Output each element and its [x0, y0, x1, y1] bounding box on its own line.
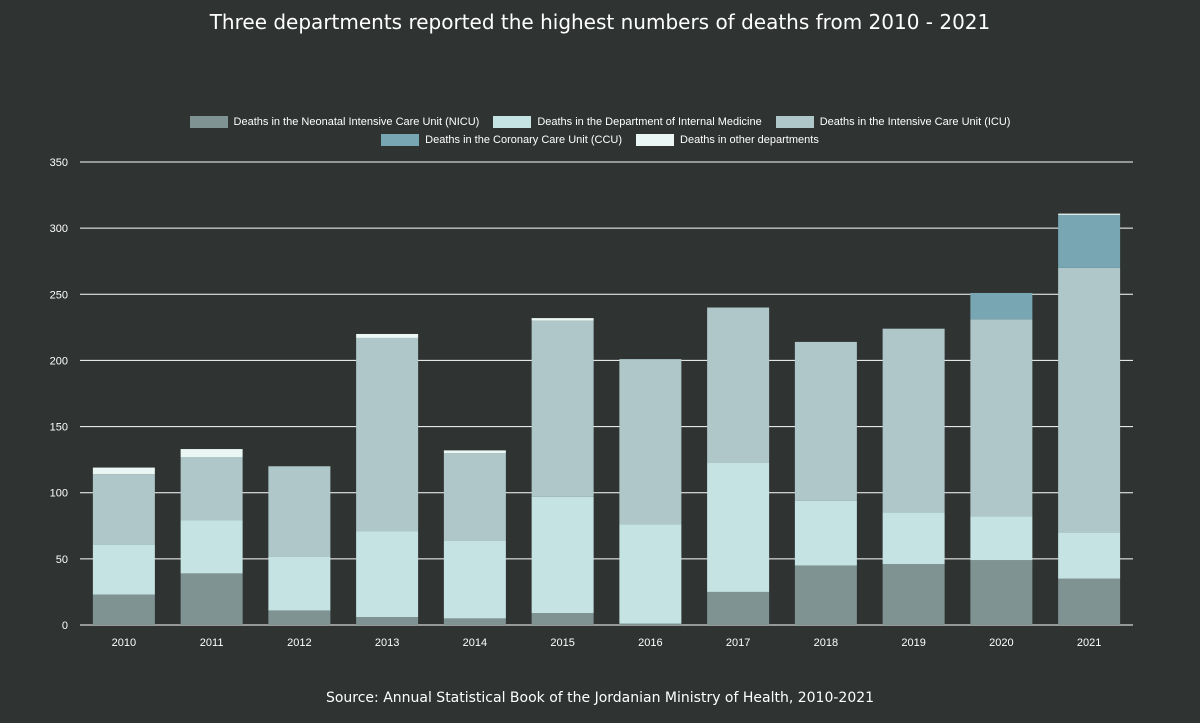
y-tick-label: 300: [50, 223, 68, 235]
legend-swatch: [775, 116, 814, 128]
bar-segment: [707, 591, 770, 625]
bar-segment: [443, 618, 506, 625]
x-tick-label: 2020: [989, 637, 1013, 649]
bar-segment: [531, 496, 594, 614]
x-tick-label: 2015: [550, 637, 574, 649]
bar-segment: [356, 333, 419, 338]
bar-segment: [619, 524, 682, 624]
x-tick-label: 2012: [287, 637, 311, 649]
legend-label: Deaths in the Coronary Care Unit (CCU): [425, 134, 623, 146]
legend-item: Deaths in the Department of Internal Med…: [493, 116, 762, 128]
bar-segment: [882, 564, 945, 625]
chart-legend: Deaths in the Neonatal Intensive Care Un…: [150, 116, 1050, 146]
bar-segment: [92, 474, 155, 545]
bar-segment: [268, 466, 331, 557]
bar-segment: [794, 500, 857, 566]
bar-segment: [180, 456, 243, 521]
y-tick-label: 50: [56, 554, 68, 566]
legend-item: Deaths in the Neonatal Intensive Care Un…: [189, 116, 480, 128]
legend-item: Deaths in other departments: [636, 134, 819, 146]
bar-segment: [707, 307, 770, 463]
chart-title: Three departments reported the highest n…: [209, 10, 991, 34]
x-tick-label: 2014: [463, 637, 487, 649]
legend-label: Deaths in other departments: [680, 134, 819, 146]
bar-segment: [1058, 578, 1121, 625]
bar-segment: [882, 512, 945, 565]
chart-source: Source: Annual Statistical Book of the J…: [325, 690, 875, 706]
bar-segment: [882, 328, 945, 513]
bar-segment: [619, 359, 682, 525]
x-tick-label: 2019: [901, 637, 925, 649]
x-tick-label: 2017: [726, 637, 750, 649]
legend-label: Deaths in the Neonatal Intensive Care Un…: [233, 116, 480, 128]
bar-segment: [268, 556, 331, 611]
y-tick-label: 200: [50, 355, 68, 367]
bar-segment: [794, 565, 857, 625]
bar-segment: [268, 610, 331, 625]
bar-segment: [970, 560, 1033, 625]
bar-segment: [443, 540, 506, 619]
bar-segment: [356, 531, 419, 618]
bar-segment: [619, 623, 682, 625]
legend-label: Deaths in the Department of Internal Med…: [537, 116, 762, 128]
x-tick-label: 2021: [1077, 637, 1101, 649]
bar-segment: [356, 617, 419, 625]
bar-segment: [970, 319, 1033, 517]
bar-segment: [1058, 213, 1121, 215]
x-tick-label: 2016: [638, 637, 662, 649]
y-tick-label: 350: [50, 157, 68, 169]
bar-segment: [1058, 267, 1121, 533]
bar-segment: [443, 450, 506, 454]
x-tick-label: 2010: [112, 637, 136, 649]
legend-item: Deaths in the Intensive Care Unit (ICU): [775, 116, 1011, 128]
y-tick-label: 250: [50, 289, 68, 301]
y-tick-label: 150: [50, 422, 68, 434]
bar-segment: [92, 594, 155, 625]
legend-swatch: [381, 134, 420, 146]
bar-segment: [180, 520, 243, 574]
x-tick-label: 2018: [814, 637, 838, 649]
legend-label: Deaths in the Intensive Care Unit (ICU): [819, 116, 1011, 128]
x-tick-label: 2011: [200, 637, 224, 649]
bar-segment: [707, 462, 770, 592]
bar-segment: [1058, 214, 1121, 268]
y-tick-label: 100: [50, 488, 68, 500]
bar-segment: [531, 320, 594, 497]
bar-segment: [1058, 532, 1121, 579]
bar-segment: [531, 613, 594, 625]
legend-swatch: [636, 134, 675, 146]
bar-segment: [180, 449, 243, 457]
bar-segment: [92, 467, 155, 475]
bar-segment: [970, 516, 1033, 561]
bar-segment: [970, 292, 1033, 320]
legend-item: Deaths in the Coronary Care Unit (CCU): [381, 134, 622, 146]
x-tick-label: 2013: [375, 637, 399, 649]
legend-swatch: [189, 116, 228, 128]
bar-segment: [180, 573, 243, 625]
bar-segment: [92, 544, 155, 595]
bar-segment: [356, 337, 419, 532]
bar-segment: [531, 318, 594, 321]
y-tick-label: 0: [62, 620, 68, 632]
legend-swatch: [493, 116, 532, 128]
bar-segment: [794, 341, 857, 501]
bar-segment: [443, 453, 506, 541]
